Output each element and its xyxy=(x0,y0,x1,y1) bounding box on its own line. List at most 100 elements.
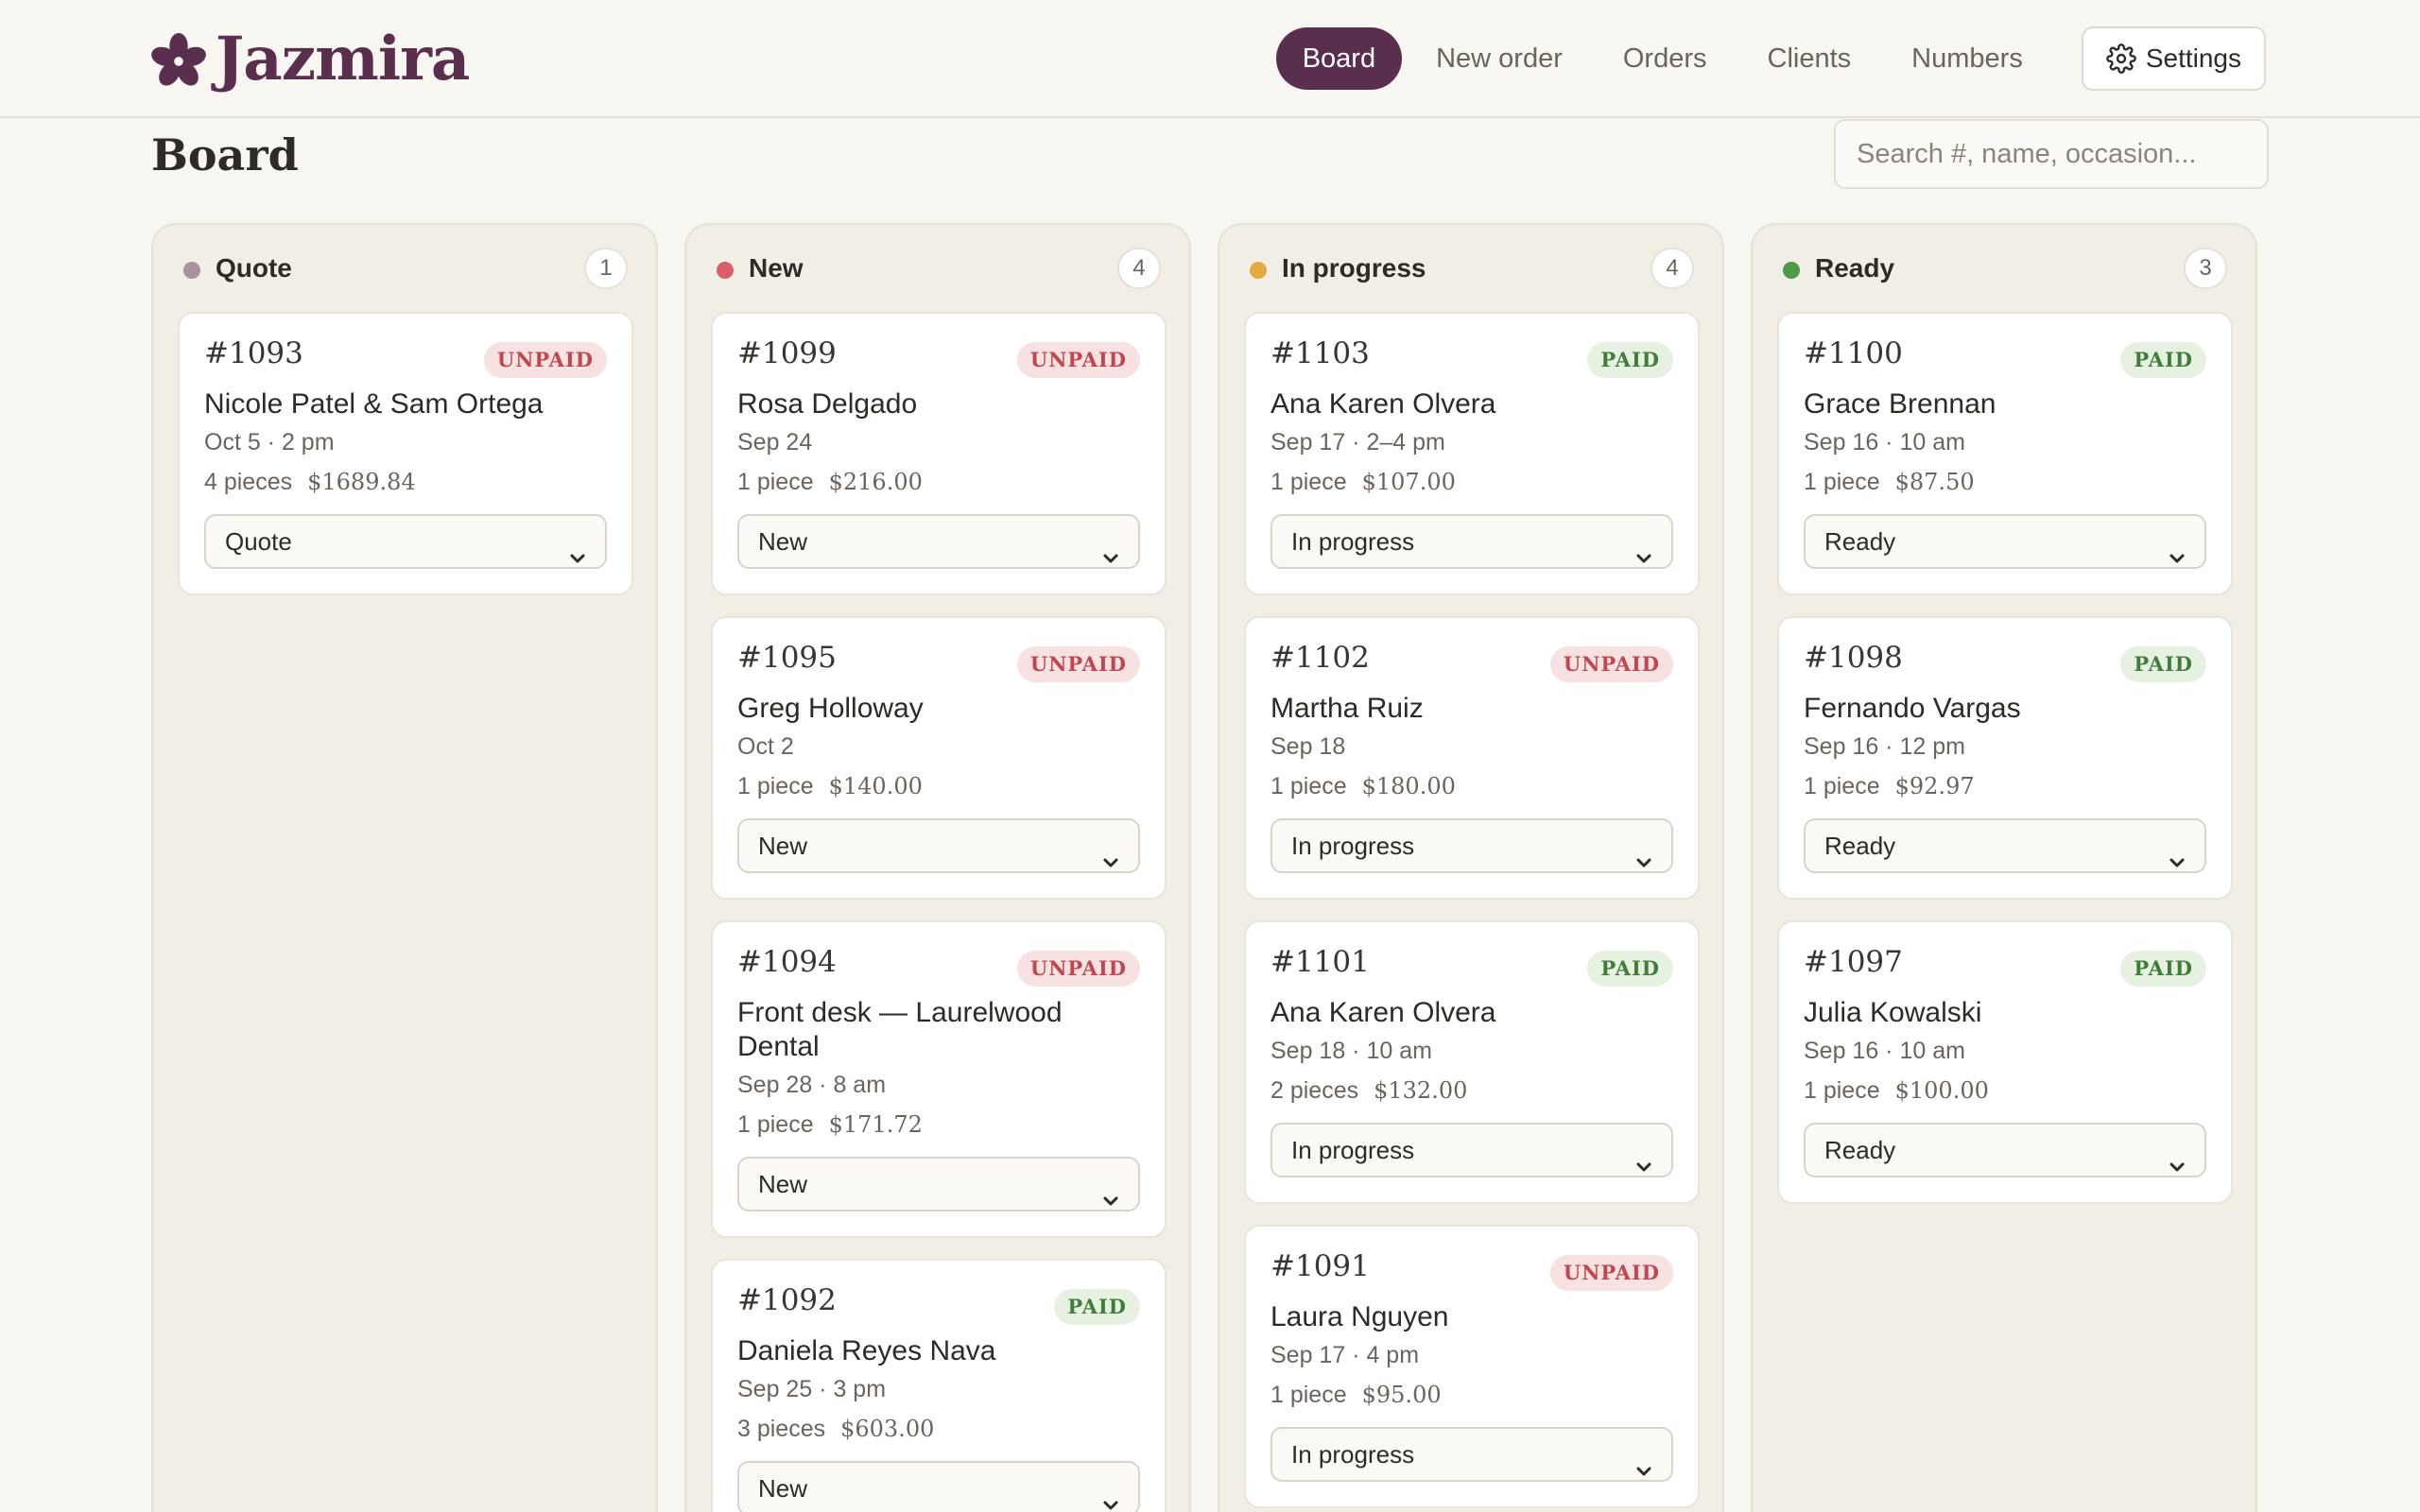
stage-select-value: New xyxy=(758,832,808,860)
chevron-down-icon xyxy=(1635,533,1652,563)
due-date: Sep 17 · 4 pm xyxy=(1270,1342,1420,1368)
nav-new-order[interactable]: New order xyxy=(1436,43,1563,74)
order-summary: 1 piece $100.00 xyxy=(1804,1077,1989,1105)
stage-select[interactable]: In progress xyxy=(1270,1123,1673,1177)
payment-status-badge: PAID xyxy=(2120,342,2206,378)
client-name: Front desk — Laurelwood Dental xyxy=(737,997,1063,1062)
order-total: $107.00 xyxy=(1361,469,1456,495)
order-summary: 2 pieces $132.00 xyxy=(1270,1077,1467,1105)
status-dot xyxy=(1783,262,1800,279)
piece-count: 1 piece xyxy=(737,773,814,799)
client-name: Laura Nguyen xyxy=(1270,1301,1449,1332)
order-card[interactable]: #1094 UNPAID Front desk — Laurelwood Denta… xyxy=(711,920,1167,1238)
client-name: Nicole Patel & Sam Ortega xyxy=(204,388,544,420)
piece-count: 1 piece xyxy=(737,469,814,495)
column-header: Quote 1 xyxy=(153,248,656,289)
column-quote: Quote 1 #1093 UNPAID Nicole Patel & Sam Orte… xyxy=(151,223,658,1512)
stage-select[interactable]: New xyxy=(737,514,1140,569)
order-summary: 1 piece $87.50 xyxy=(1804,469,1975,496)
nav-board[interactable]: Board xyxy=(1275,27,1403,90)
client-name: Grace Brennan xyxy=(1804,388,1996,420)
column-new: New 4 #1099 UNPAID Rosa Delgado Sep 24 1 piece… xyxy=(684,223,1191,1512)
settings-button[interactable]: Settings xyxy=(2081,26,2266,91)
column-count-badge: 4 xyxy=(1117,248,1161,289)
stage-select-value: In progress xyxy=(1291,832,1415,860)
client-name: Ana Karen Olvera xyxy=(1270,388,1496,420)
stage-select[interactable]: New xyxy=(737,818,1140,873)
order-total: $87.50 xyxy=(1894,469,1975,495)
nav-orders[interactable]: Orders xyxy=(1622,43,1707,74)
order-card[interactable]: #1097 PAID Julia Kowalski Sep 16 · 10 am 1 p… xyxy=(1777,920,2233,1204)
order-summary: 1 piece $216.00 xyxy=(737,469,923,496)
stage-select-value: Ready xyxy=(1824,832,1896,860)
order-total: $92.97 xyxy=(1894,773,1975,799)
due-date: Sep 17 · 2–4 pm xyxy=(1270,429,1445,455)
stage-select-value: New xyxy=(758,1170,808,1198)
order-summary: 1 piece $180.00 xyxy=(1270,773,1456,800)
payment-status-badge: UNPAID xyxy=(1549,1255,1673,1291)
payment-status-badge: UNPAID xyxy=(1549,646,1673,682)
column-title: Quote xyxy=(216,253,292,283)
order-card[interactable]: #1102 UNPAID Martha Ruiz Sep 18 1 piece $180.… xyxy=(1244,616,1700,900)
order-card[interactable]: #1101 PAID Ana Karen Olvera Sep 18 · 10 am 2… xyxy=(1244,920,1700,1204)
order-card[interactable]: #1099 UNPAID Rosa Delgado Sep 24 1 piece $216… xyxy=(711,312,1167,595)
order-number: #1101 xyxy=(1270,945,1370,979)
due-date: Sep 18 · 10 am xyxy=(1270,1038,1432,1064)
order-number: #1102 xyxy=(1270,641,1370,675)
stage-select[interactable]: Ready xyxy=(1804,818,2206,873)
client-name: Martha Ruiz xyxy=(1270,693,1424,724)
payment-status-badge: UNPAID xyxy=(1016,951,1140,987)
order-summary: 1 piece $140.00 xyxy=(737,773,923,800)
client-name: Julia Kowalski xyxy=(1804,997,1982,1028)
piece-count: 1 piece xyxy=(1804,773,1880,799)
chevron-down-icon xyxy=(1102,1176,1119,1206)
chevron-down-icon xyxy=(1102,1480,1119,1510)
gear-icon xyxy=(2106,43,2136,74)
brand-logo[interactable]: Jazmira xyxy=(151,25,470,94)
due-date: Sep 16 · 12 pm xyxy=(1804,733,1965,760)
chevron-down-icon xyxy=(1635,1446,1652,1476)
payment-status-badge: UNPAID xyxy=(1016,646,1140,682)
chevron-down-icon xyxy=(569,533,586,563)
order-number: #1094 xyxy=(737,945,837,979)
piece-count: 1 piece xyxy=(1804,469,1880,495)
chevron-down-icon xyxy=(2169,1142,2186,1172)
client-name: Fernando Vargas xyxy=(1804,693,2021,724)
column-count-badge: 1 xyxy=(584,248,628,289)
due-date: Sep 16 · 10 am xyxy=(1804,429,1965,455)
order-summary: 1 piece $107.00 xyxy=(1270,469,1456,496)
stage-select[interactable]: In progress xyxy=(1270,514,1673,569)
order-total: $140.00 xyxy=(828,773,923,799)
order-total: $132.00 xyxy=(1374,1077,1468,1104)
nav-numbers[interactable]: Numbers xyxy=(1911,43,2023,74)
stage-select-value: In progress xyxy=(1291,527,1415,556)
top-bar: Jazmira Board New order Orders Clients N… xyxy=(0,0,2420,118)
due-date: Sep 28 · 8 am xyxy=(737,1072,887,1098)
column-in-progress: In progress 4 #1103 PAID Ana Karen Olvera Sep… xyxy=(1218,223,1724,1512)
stage-select[interactable]: Ready xyxy=(1804,1123,2206,1177)
order-card[interactable]: #1100 PAID Grace Brennan Sep 16 · 10 am 1 pi… xyxy=(1777,312,2233,595)
nav-clients[interactable]: Clients xyxy=(1767,43,1852,74)
stage-select[interactable]: In progress xyxy=(1270,818,1673,873)
stage-select[interactable]: In progress xyxy=(1270,1427,1673,1482)
status-dot xyxy=(717,262,734,279)
order-card[interactable]: #1093 UNPAID Nicole Patel & Sam Ortega Oct … xyxy=(178,312,633,595)
order-summary: 4 pieces $1689.84 xyxy=(204,469,416,496)
order-card[interactable]: #1091 UNPAID Laura Nguyen Sep 17 · 4 pm 1 pi… xyxy=(1244,1225,1700,1508)
flower-icon xyxy=(151,32,206,87)
stage-select[interactable]: Ready xyxy=(1804,514,2206,569)
order-card[interactable]: #1103 PAID Ana Karen Olvera Sep 17 · 2–4 pm… xyxy=(1244,312,1700,595)
order-summary: 3 pieces $603.00 xyxy=(737,1416,934,1443)
order-card[interactable]: #1095 UNPAID Greg Holloway Oct 2 1 piece $140… xyxy=(711,616,1167,900)
payment-status-badge: PAID xyxy=(1587,951,1673,987)
stage-select[interactable]: Quote xyxy=(204,514,607,569)
order-number: #1103 xyxy=(1270,336,1370,370)
order-card[interactable]: #1092 PAID Daniela Reyes Nava Sep 25 · 3 pm… xyxy=(711,1259,1167,1512)
stage-select[interactable]: New xyxy=(737,1157,1140,1211)
column-title: Ready xyxy=(1815,253,1895,283)
order-summary: 1 piece $95.00 xyxy=(1270,1382,1442,1409)
search-input[interactable] xyxy=(1834,119,2269,189)
stage-select[interactable]: New xyxy=(737,1461,1140,1512)
payment-status-badge: UNPAID xyxy=(1016,342,1140,378)
order-card[interactable]: #1098 PAID Fernando Vargas Sep 16 · 12 pm 1 … xyxy=(1777,616,2233,900)
